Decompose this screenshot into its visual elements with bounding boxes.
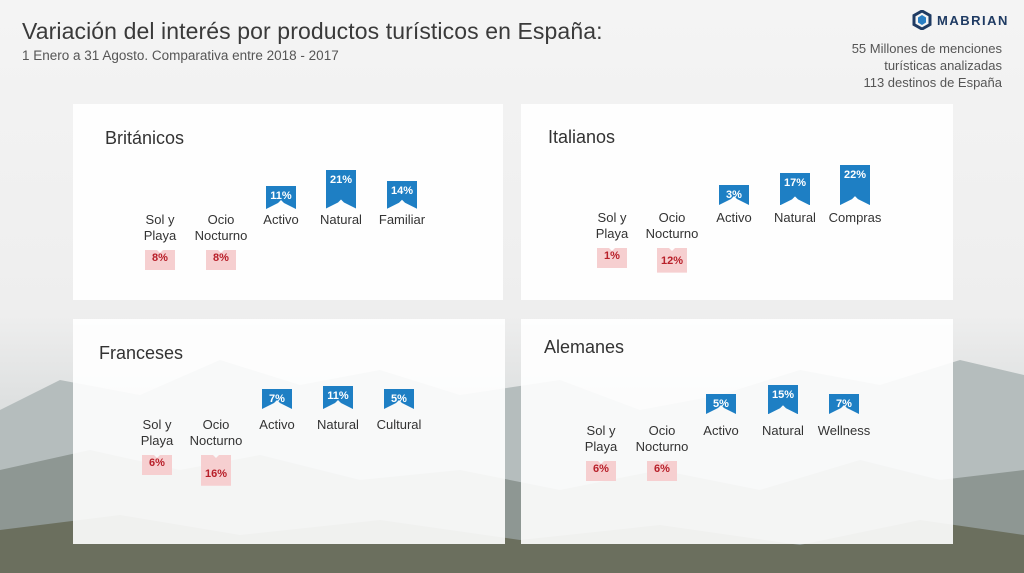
chart-panel: Británicos Sol y Playa 8% Ocio Nocturno 8% Ac… xyxy=(73,104,503,300)
positive-bar-shape xyxy=(387,181,417,209)
negative-bar-shape xyxy=(597,248,627,268)
bar-mark: 17% xyxy=(780,172,810,205)
bar-mark: 8% xyxy=(206,250,236,270)
category-label: Activo xyxy=(703,423,739,438)
bar-value-label: 11% xyxy=(270,189,292,202)
bar-value-label: 6% xyxy=(654,463,670,475)
category-label: Compras xyxy=(828,210,882,225)
bar-mark: 6% xyxy=(647,461,677,481)
bar-value-label: 7% xyxy=(836,398,852,410)
bar-value-label: 1% xyxy=(604,250,620,262)
positive-bar-shape xyxy=(768,384,798,414)
page-title: Variación del interés por productos turí… xyxy=(22,18,603,44)
bar-value-label: 16% xyxy=(204,467,228,480)
positive-bar-shape xyxy=(706,394,736,414)
category-label: Ocio Nocturno xyxy=(194,212,248,243)
positive-bar-shape xyxy=(262,389,292,409)
stats-line: 55 Millones de menciones xyxy=(851,41,1002,56)
brand-logo: MABRIAN xyxy=(912,10,1009,30)
category-label: Activo xyxy=(716,210,752,225)
positive-bar-shape xyxy=(840,164,870,205)
bar-value-label: 12% xyxy=(660,254,684,267)
chart-title: Británicos xyxy=(105,128,185,148)
category-label: Natural xyxy=(774,210,816,225)
bar-value-label: 11% xyxy=(327,389,349,402)
bar-value-label: 14% xyxy=(390,185,414,198)
positive-bar-shape xyxy=(719,185,749,205)
chart-title: Italianos xyxy=(548,127,616,147)
positive-bar-shape xyxy=(266,185,296,209)
brand-name: MABRIAN xyxy=(937,12,1009,28)
positive-bar-shape xyxy=(384,389,414,409)
stats-line: 113 destinos de España xyxy=(863,75,1002,90)
bar-mark: 7% xyxy=(829,394,859,414)
stats-line: turísticas analizadas xyxy=(884,58,1002,73)
bar-mark: 11% xyxy=(266,185,296,209)
category-label: Familiar xyxy=(378,212,426,227)
chart-panel: Franceses Sol y Playa 6% Ocio Nocturno 16% Ac… xyxy=(73,319,505,544)
negative-bar-shape xyxy=(142,455,172,475)
page-subtitle: 1 Enero a 31 Agosto. Comparativa entre 2… xyxy=(22,48,339,63)
bar-value-label: 17% xyxy=(783,176,807,189)
category-label: Activo xyxy=(263,212,299,227)
category-label: Sol y Playa xyxy=(595,210,629,241)
bar-mark: 11% xyxy=(323,385,353,409)
positive-bar-shape xyxy=(326,170,356,209)
category-label: Ocio Nocturno xyxy=(645,210,699,241)
hexagon-logo-icon xyxy=(912,10,932,30)
category-label: Wellness xyxy=(817,423,871,438)
category-label: Natural xyxy=(762,423,804,438)
category-label: Activo xyxy=(259,417,295,432)
bar-mark: 14% xyxy=(387,181,417,209)
bar-mark: 22% xyxy=(840,164,870,205)
bar-value-label: 6% xyxy=(593,463,609,475)
negative-bar-shape xyxy=(145,250,175,270)
negative-bar-shape xyxy=(206,250,236,270)
bar-mark: 21% xyxy=(326,170,356,209)
bar-mark: 7% xyxy=(262,389,292,409)
chart-panel: Alemanes Sol y Playa 6% Ocio Nocturno 6% Acti… xyxy=(521,319,953,544)
category-label: Sol y Playa xyxy=(143,212,177,243)
category-label: Natural xyxy=(317,417,359,432)
bar-value-label: 15% xyxy=(771,388,795,401)
bar-value-label: 8% xyxy=(213,252,229,264)
negative-bar-shape xyxy=(657,248,687,273)
negative-bar-shape xyxy=(647,461,677,481)
bar-value-label: 5% xyxy=(713,398,729,410)
chart-title: Franceses xyxy=(99,343,184,363)
category-label: Cultural xyxy=(376,417,422,432)
category-label: Ocio Nocturno xyxy=(189,417,243,448)
bar-mark: 5% xyxy=(384,389,414,409)
chart-title: Alemanes xyxy=(544,337,625,357)
bar-mark: 6% xyxy=(142,455,172,475)
bar-mark: 1% xyxy=(597,248,627,268)
bar-value-label: 5% xyxy=(391,393,407,405)
bar-value-label: 3% xyxy=(726,189,742,201)
bar-mark: 15% xyxy=(768,384,798,414)
bar-mark: 12% xyxy=(657,248,687,273)
category-label: Sol y Playa xyxy=(584,423,618,454)
bar-mark: 5% xyxy=(706,394,736,414)
bar-value-label: 6% xyxy=(149,457,165,469)
bar-value-label: 8% xyxy=(152,252,168,264)
bar-mark: 3% xyxy=(719,185,749,205)
bar-mark: 8% xyxy=(145,250,175,270)
negative-bar-shape xyxy=(586,461,616,481)
bar-value-label: 22% xyxy=(843,168,867,181)
bar-value-label: 21% xyxy=(329,174,353,187)
category-label: Ocio Nocturno xyxy=(635,423,689,454)
category-label: Natural xyxy=(320,212,362,227)
bar-mark: 6% xyxy=(586,461,616,481)
bar-mark: 16% xyxy=(201,455,231,486)
positive-bar-shape xyxy=(323,385,353,409)
positive-bar-shape xyxy=(780,172,810,205)
chart-panel: Italianos Sol y Playa 1% Ocio Nocturno 12% Ac… xyxy=(521,104,953,300)
positive-bar-shape xyxy=(829,394,859,414)
bar-value-label: 7% xyxy=(269,393,285,405)
stats-summary: 55 Millones de menciones turísticas anal… xyxy=(852,40,1002,91)
negative-bar-shape xyxy=(201,455,231,486)
category-label: Sol y Playa xyxy=(140,417,174,448)
